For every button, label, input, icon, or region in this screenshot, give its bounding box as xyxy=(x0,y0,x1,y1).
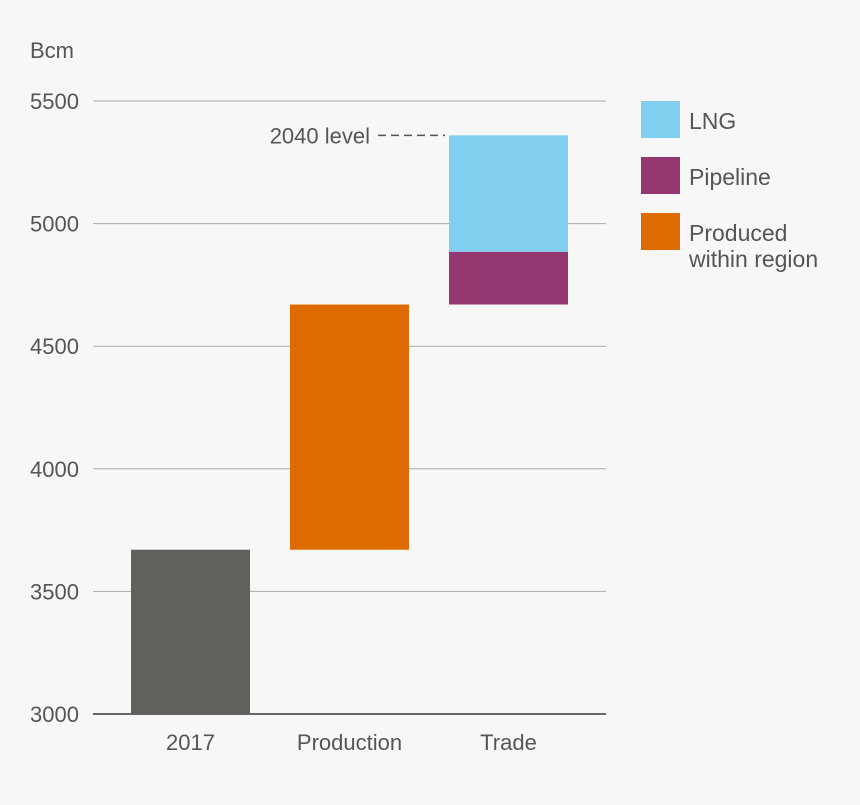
legend-label-line: Pipeline xyxy=(689,164,771,190)
y-tick-label-5500: 5500 xyxy=(30,89,79,114)
legend-swatch-pipeline xyxy=(641,157,680,194)
legend-swatch-lng xyxy=(641,101,680,138)
y-tick-label-4500: 4500 xyxy=(30,334,79,359)
legend-label-pipeline: Pipeline xyxy=(689,164,771,190)
legend-label-produced-within-region: Produced within region xyxy=(688,220,818,272)
y-tick-label-3000: 3000 xyxy=(30,702,79,727)
x-tick-label-production: Production xyxy=(297,730,402,755)
legend-label-line: within region xyxy=(688,246,818,272)
bar-trade-lng xyxy=(449,135,568,252)
bar-2017-2017 xyxy=(131,549,250,714)
legend: LNG Pipeline Produced within region xyxy=(641,101,818,272)
y-tick-label-3500: 3500 xyxy=(30,579,79,604)
bar-trade-pipeline xyxy=(449,251,568,305)
y-axis-unit-label: Bcm xyxy=(30,38,74,63)
legend-label-line: Produced xyxy=(689,220,787,246)
x-tick-label-2017: 2017 xyxy=(166,730,215,755)
x-axis: 2017 Production Trade xyxy=(166,730,537,755)
legend-swatch-produced-within-region xyxy=(641,213,680,250)
y-tick-label-4000: 4000 xyxy=(30,457,79,482)
annotation: 2040 level xyxy=(270,123,445,148)
y-tick-label-5000: 5000 xyxy=(30,212,79,237)
legend-label-lng: LNG xyxy=(689,108,736,134)
y-axis-ticks: 3000 3500 4000 4500 5000 5500 xyxy=(30,89,79,727)
annotation-label: 2040 level xyxy=(270,123,370,148)
bar-production-produced-within-region xyxy=(290,304,409,550)
bars xyxy=(131,135,568,714)
legend-label-line: LNG xyxy=(689,108,736,134)
x-tick-label-trade: Trade xyxy=(480,730,537,755)
